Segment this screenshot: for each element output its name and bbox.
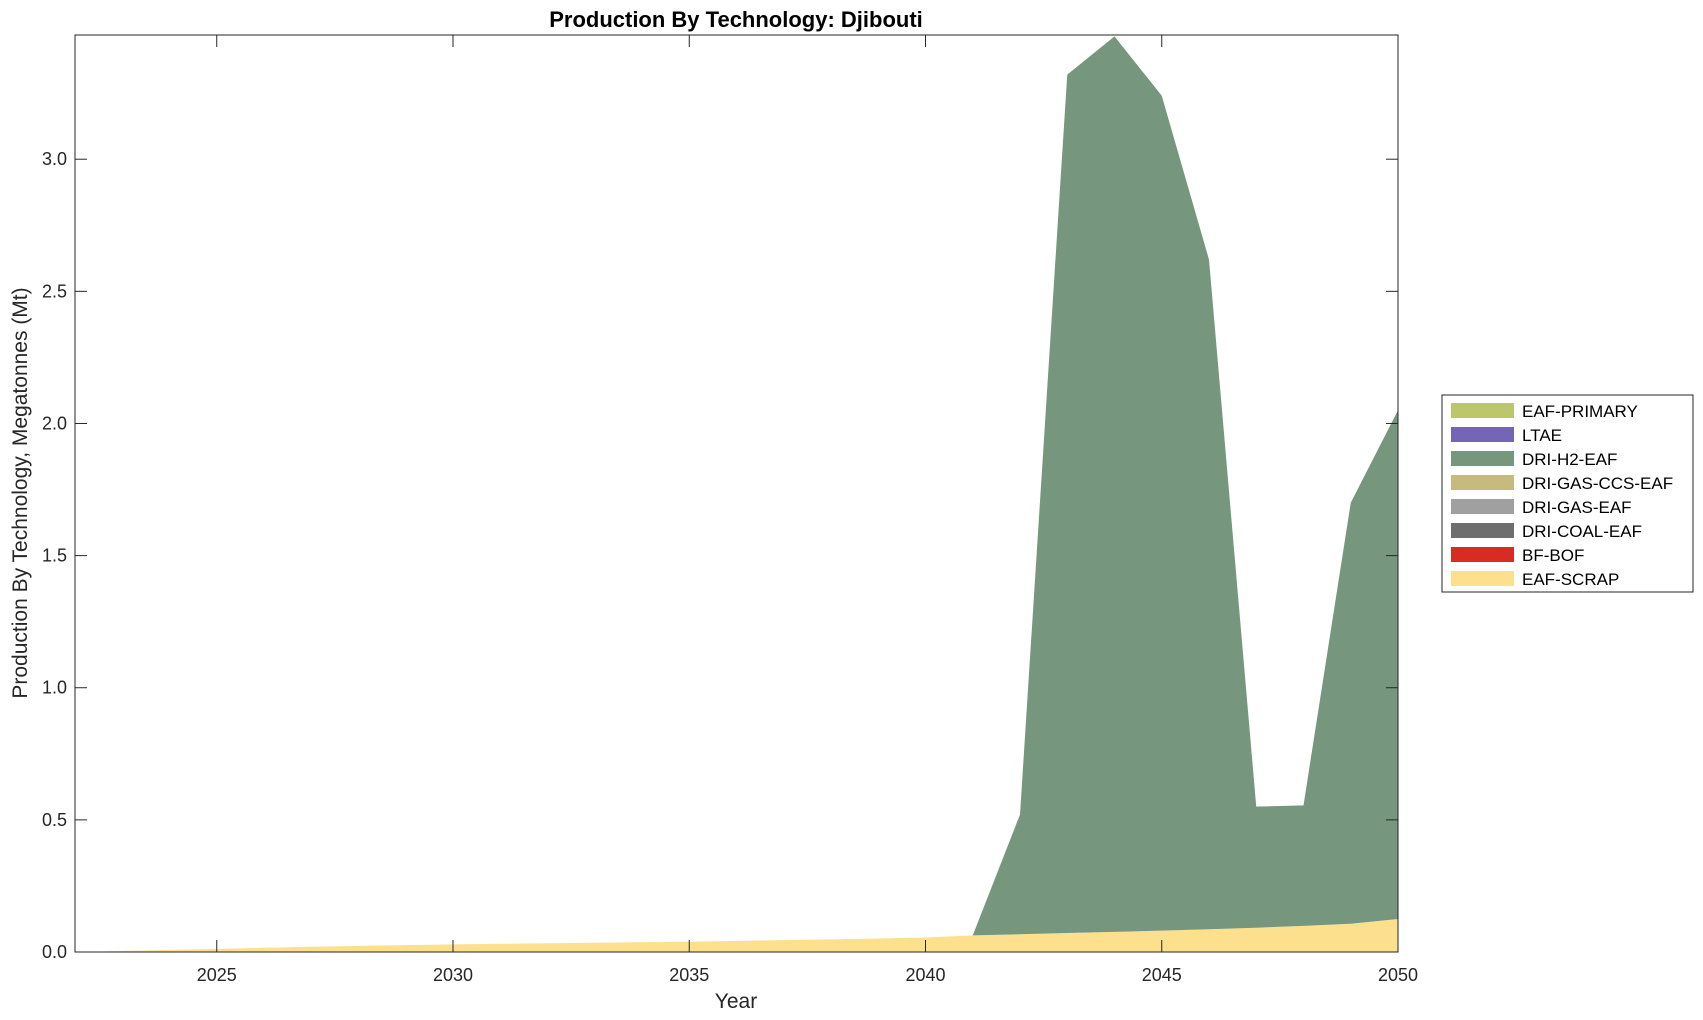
x-axis-label: Year <box>715 990 757 1013</box>
legend-swatch <box>1451 499 1514 514</box>
x-tick-label: 2030 <box>433 965 473 985</box>
legend-label: DRI-H2-EAF <box>1522 450 1617 469</box>
y-tick-label: 3.0 <box>42 149 67 169</box>
x-tick-label: 2025 <box>197 965 237 985</box>
legend-label: BF-BOF <box>1522 546 1584 565</box>
x-axis: 2025 2030 2035 2040 2045 2050 <box>197 35 1418 985</box>
y-axis-label: Production By Technology, Megatonnes (Mt… <box>9 287 32 698</box>
legend-swatch <box>1451 427 1514 442</box>
area-dri-h2-eaf <box>75 36 1398 952</box>
y-axis: 0.0 0.5 1.0 1.5 2.0 2.5 3.0 <box>42 149 1398 962</box>
chart-title: Production By Technology: Djibouti <box>549 7 923 32</box>
y-tick-label: 1.5 <box>42 546 67 566</box>
x-tick-label: 2040 <box>905 965 945 985</box>
y-tick-label: 2.5 <box>42 281 67 301</box>
y-tick-label: 0.0 <box>42 942 67 962</box>
area-eaf-scrap <box>75 918 1398 952</box>
legend-label: EAF-SCRAP <box>1522 570 1619 589</box>
x-tick-label: 2050 <box>1378 965 1418 985</box>
legend-swatch <box>1451 547 1514 562</box>
legend-label: LTAE <box>1522 426 1562 445</box>
y-tick-label: 1.0 <box>42 678 67 698</box>
area-series-group <box>75 36 1398 952</box>
legend-label: DRI-GAS-EAF <box>1522 498 1632 517</box>
legend: EAF-PRIMARY LTAE DRI-H2-EAF DRI-GAS-CCS-EAF… <box>1441 394 1694 593</box>
x-tick-label: 2035 <box>669 965 709 985</box>
legend-swatch <box>1451 571 1514 586</box>
plot-frame <box>74 34 1399 953</box>
legend-label: DRI-COAL-EAF <box>1522 522 1642 541</box>
legend-swatch <box>1451 475 1514 490</box>
y-tick-label: 2.0 <box>42 413 67 433</box>
legend-label: EAF-PRIMARY <box>1522 402 1638 421</box>
legend-swatch <box>1451 403 1514 418</box>
legend-label: DRI-GAS-CCS-EAF <box>1522 474 1673 493</box>
legend-swatch <box>1451 451 1514 466</box>
x-tick-label: 2045 <box>1142 965 1182 985</box>
y-tick-label: 0.5 <box>42 810 67 830</box>
legend-swatch <box>1451 523 1514 538</box>
